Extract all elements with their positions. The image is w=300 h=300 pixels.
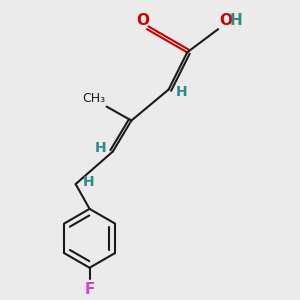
Text: H: H	[176, 85, 187, 99]
Text: H: H	[82, 175, 94, 189]
Text: H: H	[94, 141, 106, 155]
Text: O: O	[136, 13, 149, 28]
Text: H: H	[230, 13, 243, 28]
Text: CH₃: CH₃	[82, 92, 105, 105]
Text: F: F	[84, 282, 95, 297]
Text: O: O	[220, 13, 233, 28]
